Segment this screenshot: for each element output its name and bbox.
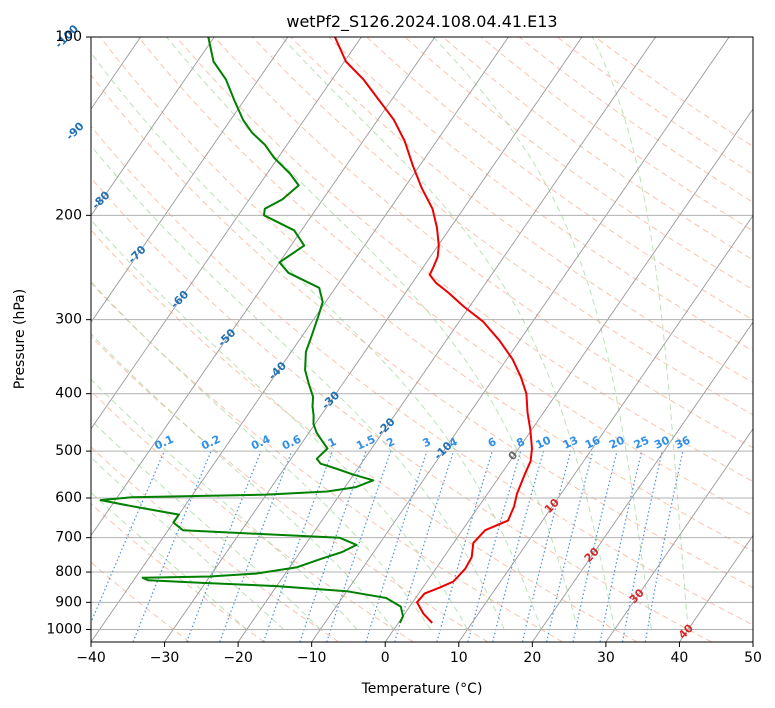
y-tick-label: 600 <box>55 490 82 506</box>
moist-adiabat <box>91 333 395 630</box>
isotherm-line <box>384 108 753 642</box>
mixing-ratio-line <box>521 450 572 642</box>
y-tick-label: 700 <box>55 530 82 546</box>
y-tick-label: 400 <box>55 386 82 402</box>
mixing-ratio-line <box>262 450 333 642</box>
dry-adiabat <box>404 37 753 291</box>
mixing-ratio-line <box>467 450 522 642</box>
x-tick-label: −20 <box>223 650 253 666</box>
mixing-ratio-label: 16 <box>583 433 603 451</box>
y-tick-label: 300 <box>55 312 82 328</box>
x-tick-label: 50 <box>744 650 762 666</box>
x-tick-label: −40 <box>76 650 106 666</box>
dry-adiabat <box>91 125 753 626</box>
isotherm-line <box>91 37 215 217</box>
mixing-ratio-line <box>436 450 493 642</box>
dry-adiabat <box>214 37 753 449</box>
dry-adiabat <box>91 74 753 589</box>
dry-adiabat <box>91 503 265 642</box>
mixing-ratio-label: 20 <box>607 433 627 451</box>
moist-adiabat <box>91 280 432 630</box>
x-tick-label: 30 <box>597 650 615 666</box>
y-tick-label: 500 <box>55 443 82 459</box>
isotherm-line <box>237 37 656 642</box>
mixing-ratio-line <box>326 450 392 642</box>
isotherm-line <box>458 214 753 642</box>
y-tick-label: 900 <box>55 594 82 610</box>
isotherm-line <box>91 37 509 642</box>
isotherm-line <box>311 37 730 642</box>
x-tick-label: 0 <box>381 650 390 666</box>
isotherm-line <box>91 37 362 430</box>
moist-adiabat <box>166 37 579 630</box>
moist-adiabat <box>91 456 284 630</box>
mixing-ratio-label: 36 <box>673 433 693 451</box>
axis-ticks: −40 −30 −20 −10 0 10 20 30 40 50 1000 900 800 700 600 5… <box>46 29 762 666</box>
y-tick-label: 200 <box>55 207 82 223</box>
dry-adiabat <box>252 37 753 416</box>
x-tick-label: 10 <box>450 650 468 666</box>
y-axis-label: Pressure (hPa) <box>12 289 28 389</box>
isotherm-line <box>531 321 753 642</box>
dry-adiabat <box>99 37 753 553</box>
dry-adiabat <box>91 282 563 642</box>
mixing-ratio-line <box>299 450 367 642</box>
mixing-ratio-line <box>365 450 428 642</box>
moist-adiabat <box>91 491 248 630</box>
mixing-ratio-label: 10 <box>534 433 554 451</box>
chart-title: wetPf2_S126.2024.108.04.41.E13 <box>286 12 557 32</box>
mixing-ratio-line <box>546 450 594 642</box>
sounding-lines <box>99 37 533 624</box>
mixing-ratio-line <box>219 450 293 642</box>
dry-adiabat <box>138 37 753 517</box>
dry-adiabat <box>91 335 489 642</box>
y-tick-label: 100 <box>55 29 82 45</box>
y-tick-label: 1000 <box>46 621 82 637</box>
isotherm-line <box>164 37 583 642</box>
dry-adiabat <box>176 37 753 483</box>
moist-adiabat <box>91 419 321 630</box>
temperature-profile <box>333 37 533 624</box>
x-axis-label: Temperature (°C) <box>361 681 483 697</box>
mixing-ratio-line <box>91 450 165 625</box>
mixing-ratio-line <box>186 450 262 642</box>
moist-adiabat <box>91 378 358 630</box>
x-tick-label: 20 <box>523 650 541 666</box>
dry-adiabat <box>91 177 713 642</box>
moist-adiabat <box>591 37 689 630</box>
mixing-ratio-label: 30 <box>652 433 672 451</box>
background-lines <box>91 37 753 642</box>
mixing-ratio-line <box>132 450 212 642</box>
mixing-ratio-line <box>599 450 643 642</box>
moist-adiabat <box>433 37 652 630</box>
x-tick-label: −30 <box>150 650 180 666</box>
isotherm-line <box>679 534 753 642</box>
y-tick-label: 800 <box>55 564 82 580</box>
dry-adiabat <box>366 37 753 321</box>
mixing-ratio-label: 25 <box>632 434 651 452</box>
dry-adiabat <box>91 229 638 642</box>
dewpoint-profile <box>99 37 404 624</box>
moist-adiabat <box>91 51 542 630</box>
plot-frame <box>90 36 754 643</box>
isotherm-line <box>91 37 289 323</box>
mixing-ratio-line <box>572 450 618 642</box>
x-tick-label: −10 <box>297 650 327 666</box>
x-tick-label: 40 <box>671 650 689 666</box>
mixing-ratio-label: 13 <box>561 434 580 452</box>
moist-adiabat <box>91 219 468 630</box>
moist-adiabat <box>281 37 616 630</box>
isotherm-line <box>605 428 753 642</box>
isotherm-line <box>91 37 436 537</box>
